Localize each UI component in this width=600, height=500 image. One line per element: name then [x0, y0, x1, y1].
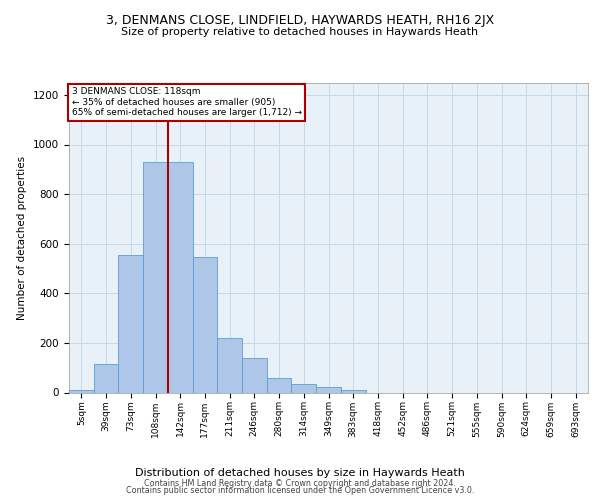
Bar: [168, 162, 193, 392]
Bar: [69, 390, 94, 392]
Bar: [193, 258, 217, 392]
Bar: [118, 255, 143, 392]
Text: 3, DENMANS CLOSE, LINDFIELD, HAYWARDS HEATH, RH16 2JX: 3, DENMANS CLOSE, LINDFIELD, HAYWARDS HE…: [106, 14, 494, 27]
Bar: [316, 387, 341, 392]
Bar: [341, 390, 365, 392]
Text: Contains HM Land Registry data © Crown copyright and database right 2024.: Contains HM Land Registry data © Crown c…: [144, 478, 456, 488]
Text: Size of property relative to detached houses in Haywards Heath: Size of property relative to detached ho…: [121, 27, 479, 37]
Bar: [217, 338, 242, 392]
Bar: [267, 378, 292, 392]
Text: 3 DENMANS CLOSE: 118sqm
← 35% of detached houses are smaller (905)
65% of semi-d: 3 DENMANS CLOSE: 118sqm ← 35% of detache…: [71, 87, 302, 117]
Y-axis label: Number of detached properties: Number of detached properties: [17, 156, 28, 320]
Bar: [242, 358, 267, 392]
Text: Contains public sector information licensed under the Open Government Licence v3: Contains public sector information licen…: [126, 486, 474, 495]
Text: Distribution of detached houses by size in Haywards Heath: Distribution of detached houses by size …: [135, 468, 465, 477]
Bar: [94, 364, 118, 392]
Bar: [143, 162, 168, 392]
Bar: [292, 384, 316, 392]
